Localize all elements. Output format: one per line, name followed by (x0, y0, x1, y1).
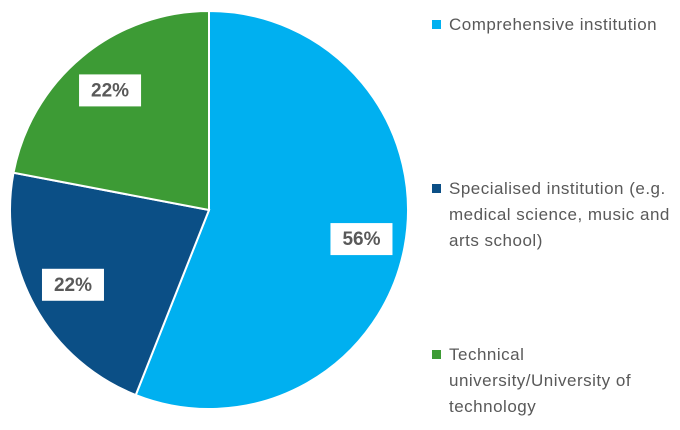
label-box (79, 74, 142, 107)
legend-swatch (432, 20, 441, 29)
legend-label: Specialised institution (e.g. medical sc… (449, 179, 670, 250)
legend-item: Comprehensive institution (432, 12, 677, 38)
data-label: 56% (342, 229, 380, 250)
pie-area: 56% 22% 22% (9, 9, 409, 410)
pie-slice (12, 9, 210, 212)
legend-item: Technical university/University of techn… (432, 342, 677, 420)
legend-swatch (432, 184, 441, 193)
legend-label: Technical university/University of techn… (449, 345, 632, 416)
legend-label: Comprehensive institution (449, 15, 658, 34)
label-box (41, 268, 104, 301)
pie-slice (134, 9, 409, 410)
pie-slice (9, 171, 211, 397)
legend-item: Specialised institution (e.g. medical sc… (432, 176, 677, 254)
data-label: 22% (54, 275, 92, 296)
legend-swatch (432, 350, 441, 359)
label-box (330, 223, 393, 256)
data-label: 22% (91, 80, 129, 101)
